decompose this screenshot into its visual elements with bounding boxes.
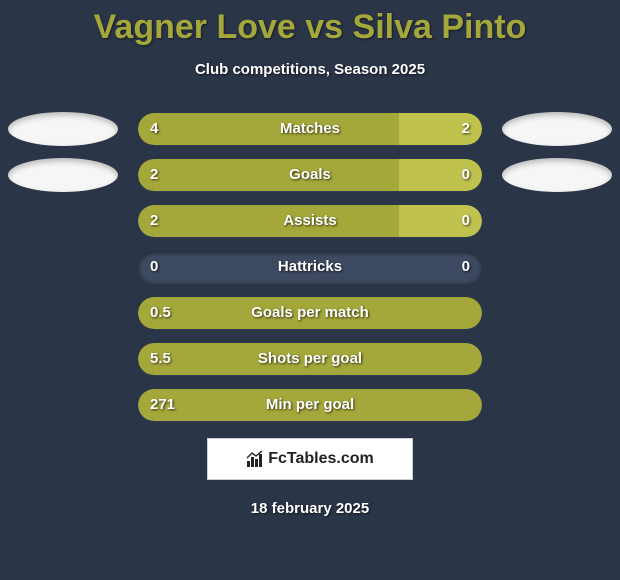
- stat-label: Min per goal: [138, 389, 482, 421]
- player-head-left: [8, 112, 118, 146]
- stat-bar-track: 20Goals: [138, 159, 482, 191]
- stat-label: Goals per match: [138, 297, 482, 329]
- comparison-chart: 42Matches 20Goals 20Assists 00Hattricks 0.5G…: [0, 110, 620, 432]
- stat-bar-track: 00Hattricks: [138, 251, 482, 283]
- player-head-right: [502, 112, 612, 146]
- player-head-right: [502, 158, 612, 192]
- subtitle: Club competitions, Season 2025: [0, 61, 620, 78]
- stat-bar-track: 271Min per goal: [138, 389, 482, 421]
- player-head-left: [8, 158, 118, 192]
- page-title: Vagner Love vs Silva Pinto: [0, 0, 620, 47]
- stat-row: 271Min per goal: [0, 386, 620, 432]
- date-label: 18 february 2025: [0, 500, 620, 517]
- stat-label: Goals: [138, 159, 482, 191]
- stat-row: 00Hattricks: [0, 248, 620, 294]
- stat-row: 20Assists: [0, 202, 620, 248]
- stat-row: 20Goals: [0, 156, 620, 202]
- stat-bar-track: 42Matches: [138, 113, 482, 145]
- stat-bar-track: 0.5Goals per match: [138, 297, 482, 329]
- stat-row: 42Matches: [0, 110, 620, 156]
- chart-icon: [246, 450, 264, 468]
- stat-label: Hattricks: [138, 251, 482, 283]
- stat-row: 5.5Shots per goal: [0, 340, 620, 386]
- stat-label: Assists: [138, 205, 482, 237]
- stat-label: Matches: [138, 113, 482, 145]
- source-logo: FcTables.com: [207, 438, 413, 480]
- stat-bar-track: 5.5Shots per goal: [138, 343, 482, 375]
- stat-bar-track: 20Assists: [138, 205, 482, 237]
- stat-label: Shots per goal: [138, 343, 482, 375]
- stat-row: 0.5Goals per match: [0, 294, 620, 340]
- logo-text: FcTables.com: [268, 450, 374, 468]
